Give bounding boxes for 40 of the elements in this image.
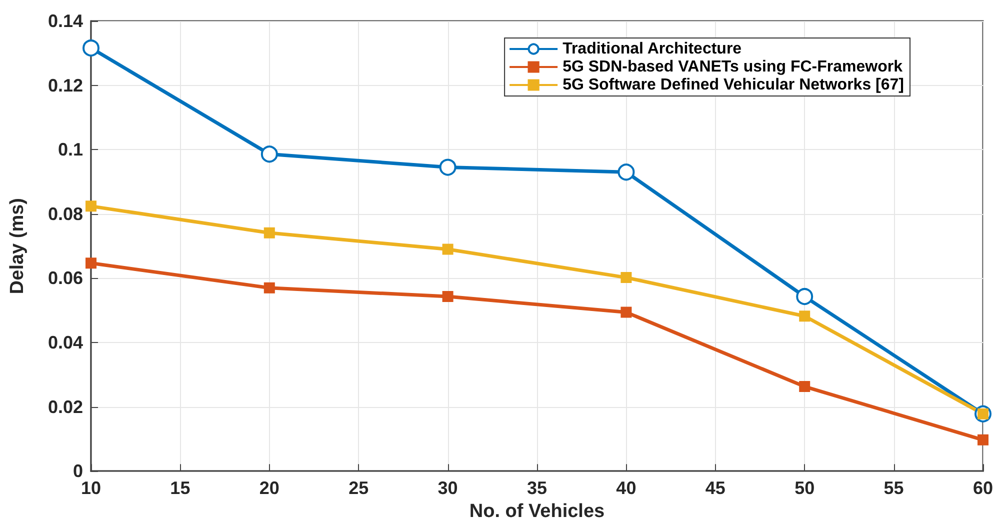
point	[86, 200, 96, 212]
y-tick-label: 0.14	[48, 11, 83, 31]
x-tick-label: 30	[438, 478, 458, 498]
x-tick-label: 25	[348, 478, 369, 498]
point	[978, 434, 988, 446]
point	[620, 306, 632, 318]
legend-label: Traditional Architecture	[562, 40, 742, 58]
y-axis-title: Delay (ms)	[7, 198, 28, 294]
point	[620, 272, 632, 284]
point	[264, 282, 275, 294]
y-tick-label: 0	[72, 461, 83, 482]
x-tick-label: 50	[794, 478, 815, 498]
x-tick-label: 60	[972, 478, 994, 498]
legend-label: 5G Software Defined Vehicular Networks [67]	[562, 76, 904, 94]
x-tick-label: 20	[259, 478, 280, 498]
point	[439, 158, 456, 176]
x-tick-label: 10	[80, 478, 102, 498]
point	[264, 227, 275, 238]
point	[799, 381, 810, 392]
y-tick-label: 0.12	[48, 75, 83, 96]
point	[86, 258, 96, 269]
y-tick-label: 0.06	[48, 268, 83, 288]
point	[442, 244, 454, 255]
legend-label: 5G SDN-based VANETs using FC-Framework	[562, 58, 903, 76]
point	[796, 288, 814, 306]
y-tick-label: 0.08	[48, 204, 83, 224]
y-tick-label: 0.02	[48, 396, 83, 417]
y-tick-label: 0.04	[48, 332, 83, 352]
point	[799, 310, 810, 322]
point	[82, 40, 100, 56]
x-tick-label: 45	[705, 478, 726, 498]
x-tick-label: 55	[884, 478, 904, 498]
point	[618, 164, 635, 181]
x-tick-label: 15	[170, 478, 190, 498]
x-tick-label: 40	[616, 478, 636, 498]
y-tick-label: 0.1	[58, 140, 83, 160]
point	[260, 146, 278, 163]
point	[442, 291, 454, 302]
x-axis-title: No. of Vehicles	[469, 501, 605, 522]
x-tick-label: 35	[526, 478, 548, 498]
